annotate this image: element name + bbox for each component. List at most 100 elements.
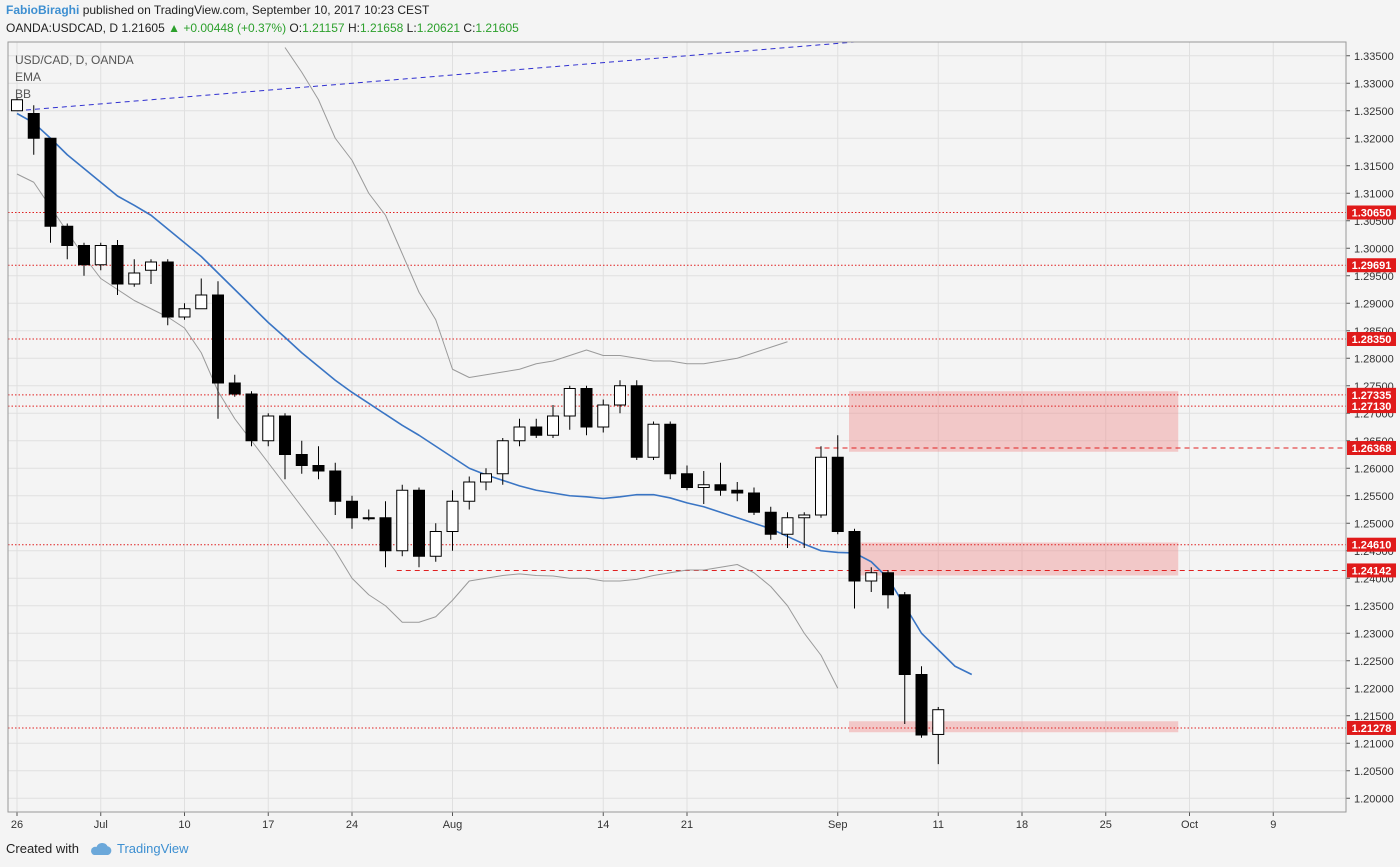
level-price-label: 1.28350	[1352, 334, 1392, 346]
publish-text: published on TradingView.com, September …	[82, 3, 430, 17]
candle-body	[111, 245, 124, 285]
candle-body	[329, 470, 342, 502]
bullish-candle	[815, 446, 827, 518]
bearish-candle	[831, 435, 844, 535]
time-tick-label: 18	[1016, 819, 1028, 831]
level-price-label: 1.24610	[1352, 540, 1392, 552]
candle-body	[898, 594, 911, 675]
last-price: 1.21605	[121, 21, 165, 35]
price-tick-label: 1.31500	[1354, 161, 1394, 173]
close-value: 1.21605	[475, 21, 519, 35]
bb-upper-line	[284, 47, 788, 378]
price-tick-label: 1.22500	[1354, 656, 1394, 668]
bullish-candle	[11, 97, 23, 112]
level-price-tag	[1347, 399, 1396, 414]
bullish-candle	[195, 278, 208, 310]
bearish-candle	[78, 242, 90, 276]
candle-body	[379, 517, 392, 552]
bearish-candle	[530, 418, 543, 438]
time-tick-label: 24	[346, 819, 358, 831]
price-tick-label: 1.33500	[1354, 51, 1394, 63]
bearish-candle	[580, 385, 593, 436]
high-value: 1.21658	[359, 21, 404, 35]
bullish-candle	[865, 567, 878, 592]
bearish-candle	[714, 462, 727, 496]
candle-body	[212, 294, 224, 384]
author-link[interactable]: FabioBiraghi	[6, 3, 80, 17]
time-tick-label: Oct	[1181, 819, 1198, 831]
time-tick-label: 9	[1270, 819, 1276, 831]
level-price-tag	[1347, 332, 1396, 346]
candle-body	[228, 382, 241, 395]
close-label: C:	[463, 21, 476, 35]
price-tick-label: 1.23500	[1354, 601, 1394, 613]
time-tick-label: 17	[262, 819, 274, 831]
bullish-candle	[597, 399, 610, 433]
ohlc-bar: OANDA:USDCAD, D 1.21605 ▲ +0.00448 (+0.3…	[6, 21, 519, 35]
candle-body	[279, 415, 291, 455]
bullish-candle	[262, 413, 275, 447]
tradingview-link[interactable]: TradingView	[116, 841, 189, 856]
bearish-candle	[848, 528, 861, 609]
candle-body	[731, 489, 744, 494]
candle-body	[61, 225, 74, 246]
price-tick-label: 1.31000	[1354, 188, 1394, 200]
plot-frame	[7, 41, 1347, 813]
publish-info: FabioBiraghi published on TradingView.co…	[6, 3, 429, 17]
time-tick-label: Aug	[443, 819, 463, 831]
plot-layer	[8, 42, 1346, 812]
bullish-candle	[94, 242, 107, 271]
bearish-candle	[731, 482, 744, 502]
price-tick-label: 1.20000	[1354, 793, 1394, 805]
level-price-tag	[1347, 537, 1396, 552]
bearish-candle	[664, 421, 677, 480]
ema-line	[16, 112, 973, 676]
level-price-label: 1.26368	[1352, 443, 1392, 455]
candle-body	[915, 674, 928, 736]
bullish-candle	[480, 468, 492, 491]
bearish-candle	[346, 495, 358, 529]
candle-body	[781, 517, 794, 535]
candle-body	[513, 426, 526, 442]
time-tick-label: 21	[681, 819, 693, 831]
bearish-candle	[161, 259, 174, 326]
level-price-label: 1.29691	[1352, 260, 1392, 272]
bearish-candle	[295, 440, 308, 474]
candle-body	[614, 385, 626, 406]
bearish-candle	[228, 374, 241, 397]
high-label: H:	[347, 21, 360, 35]
bullish-candle	[798, 512, 811, 548]
bullish-candle	[446, 490, 459, 551]
candle-body	[932, 709, 945, 735]
bearish-candle	[630, 380, 643, 460]
candle-body	[178, 308, 191, 318]
candle-body	[798, 514, 811, 519]
bullish-candle	[781, 512, 794, 548]
level-price-tag	[1347, 387, 1396, 402]
bullish-candle	[547, 405, 559, 438]
bullish-candle	[429, 523, 442, 562]
price-tick-label: 1.25500	[1354, 491, 1394, 503]
candle-body	[815, 456, 827, 516]
candle-body	[94, 245, 107, 266]
time-tick-label: 26	[11, 819, 23, 831]
bearish-candle	[279, 413, 291, 480]
plot-area	[8, 42, 1346, 812]
candle-body	[547, 415, 559, 436]
bearish-candle	[329, 462, 342, 515]
up-arrow-icon: ▲	[168, 21, 180, 35]
bearish-candle	[882, 570, 894, 609]
candle-body	[78, 245, 90, 266]
price-tick-label: 1.20500	[1354, 766, 1394, 778]
bearish-candle	[379, 501, 392, 568]
candle-body	[580, 388, 593, 428]
bullish-candle	[932, 706, 945, 765]
price-chart[interactable]: 1.33500 1.33000 1.32500 1.32000 1.31500 1.310…	[0, 0, 1400, 835]
price-tick-label: 1.28000	[1354, 353, 1394, 365]
legend-entry: BB	[15, 87, 31, 101]
bearish-candle	[245, 391, 258, 447]
bearish-candle	[61, 223, 74, 260]
candle-body	[161, 261, 174, 318]
candle-body	[681, 473, 693, 488]
level-price-tag	[1347, 205, 1396, 220]
